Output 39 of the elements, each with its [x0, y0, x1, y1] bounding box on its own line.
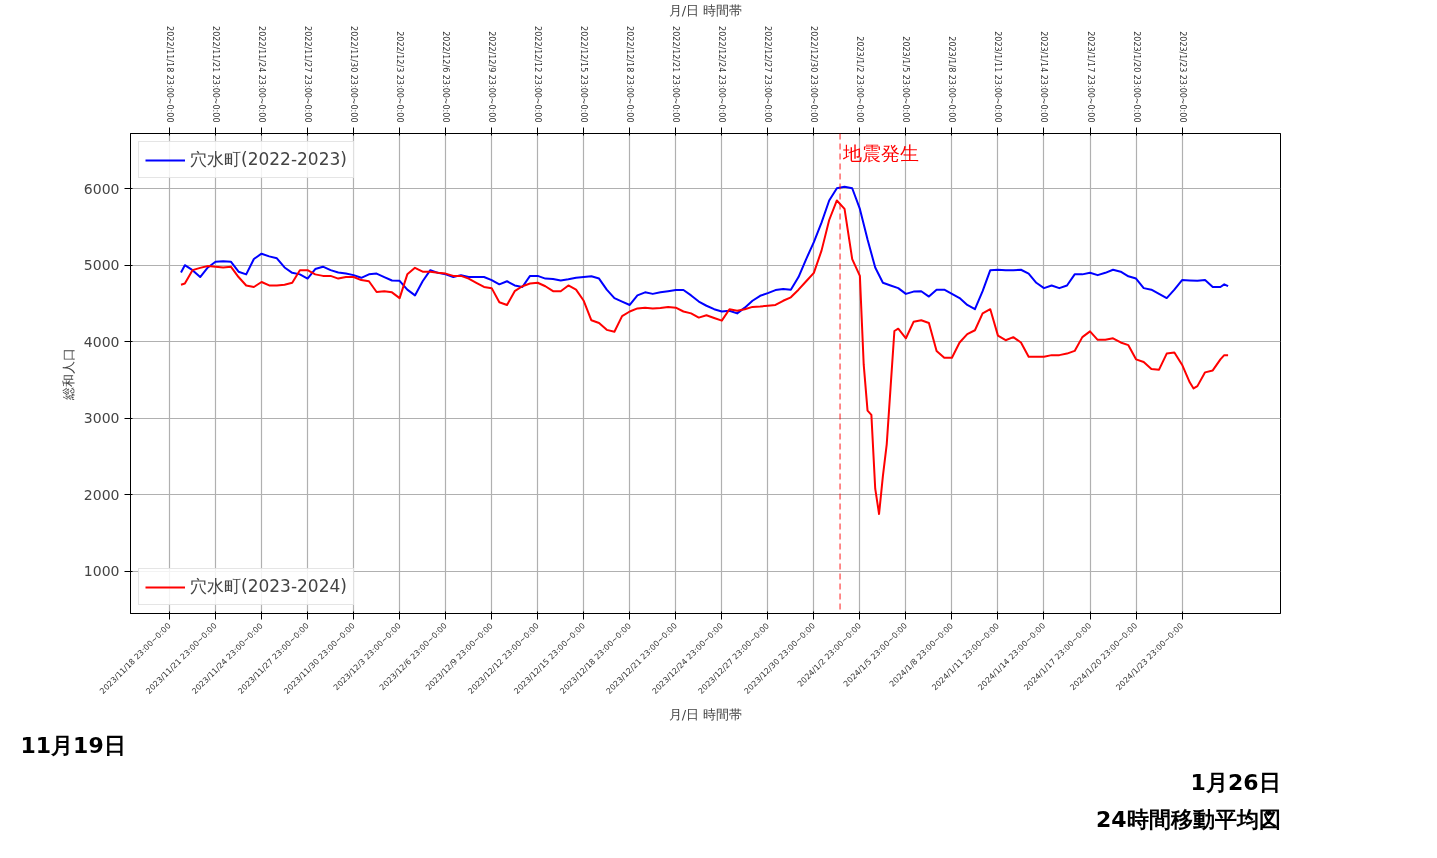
x2-tick-label: 2022/12/12 23:00~0:00 [533, 26, 543, 123]
text: 11月19日 [20, 732, 126, 758]
legend-label: 穴水町(2023-2024) [190, 575, 347, 598]
x2-tick-label: 2022/12/27 23:00~0:00 [763, 26, 773, 123]
y-tick-label: 6000 [83, 180, 120, 197]
x2-tick-label: 2022/12/24 23:00~0:00 [717, 26, 727, 123]
x2-tick-label: 2023/1/5 23:00~0:00 [901, 36, 911, 123]
x2-tick-label: 2023/1/17 23:00~0:00 [1085, 31, 1095, 123]
x-axis-title: 月/日 時間帯 [668, 707, 743, 723]
x2-tick-label: 2022/12/3 23:00~0:00 [395, 31, 405, 123]
x2-tick-label: 2023/1/20 23:00~0:00 [1131, 31, 1141, 123]
x2-tick-label: 2022/11/18 23:00~0:00 [164, 26, 174, 123]
y-tick-label: 3000 [83, 410, 120, 427]
line-series [180, 199, 1230, 515]
x2-axis-title: 月/日 時間帯 [668, 3, 743, 19]
x2-tick-label: 2022/11/30 23:00~0:00 [349, 26, 359, 123]
x2-tick-label: 2022/11/21 23:00~0:00 [211, 26, 221, 123]
y-axis-title: 総和人口 [60, 347, 76, 401]
x2-tick-label: 2023/1/8 23:00~0:00 [947, 36, 957, 123]
x2-tick-label: 2023/1/2 23:00~0:00 [855, 36, 865, 123]
x2-tick-label: 2022/11/27 23:00~0:00 [303, 26, 313, 123]
x2-tick-label: 2023/1/14 23:00~0:00 [1039, 31, 1049, 123]
x2-tick-label: 2022/12/21 23:00~0:00 [671, 26, 681, 123]
x2-tick-label: 2023/1/23 23:00~0:00 [1177, 31, 1187, 123]
x2-tick-label: 2022/12/9 23:00~0:00 [487, 31, 497, 123]
x2-tick-label: 2022/12/15 23:00~0:00 [579, 26, 589, 123]
x2-tick-label: 2022/12/6 23:00~0:00 [441, 31, 451, 123]
legend-label: 穴水町(2022-2023) [190, 148, 347, 171]
y-tick-label: 2000 [83, 486, 120, 503]
y-tick-label: 5000 [83, 257, 120, 274]
y-tick-label: 1000 [83, 563, 120, 580]
x2-tick-label: 2022/12/18 23:00~0:00 [625, 26, 635, 123]
y-tick-label: 4000 [83, 333, 120, 350]
ref-line-label: 地震発生 [842, 141, 920, 164]
text: 24時間移動平均図 [1095, 806, 1281, 832]
x2-tick-label: 2022/11/24 23:00~0:00 [257, 26, 267, 123]
x2-tick-label: 2023/1/11 23:00~0:00 [993, 31, 1003, 123]
text: 1月26日 [1190, 769, 1281, 795]
x2-tick-label: 2022/12/30 23:00~0:00 [809, 26, 819, 123]
